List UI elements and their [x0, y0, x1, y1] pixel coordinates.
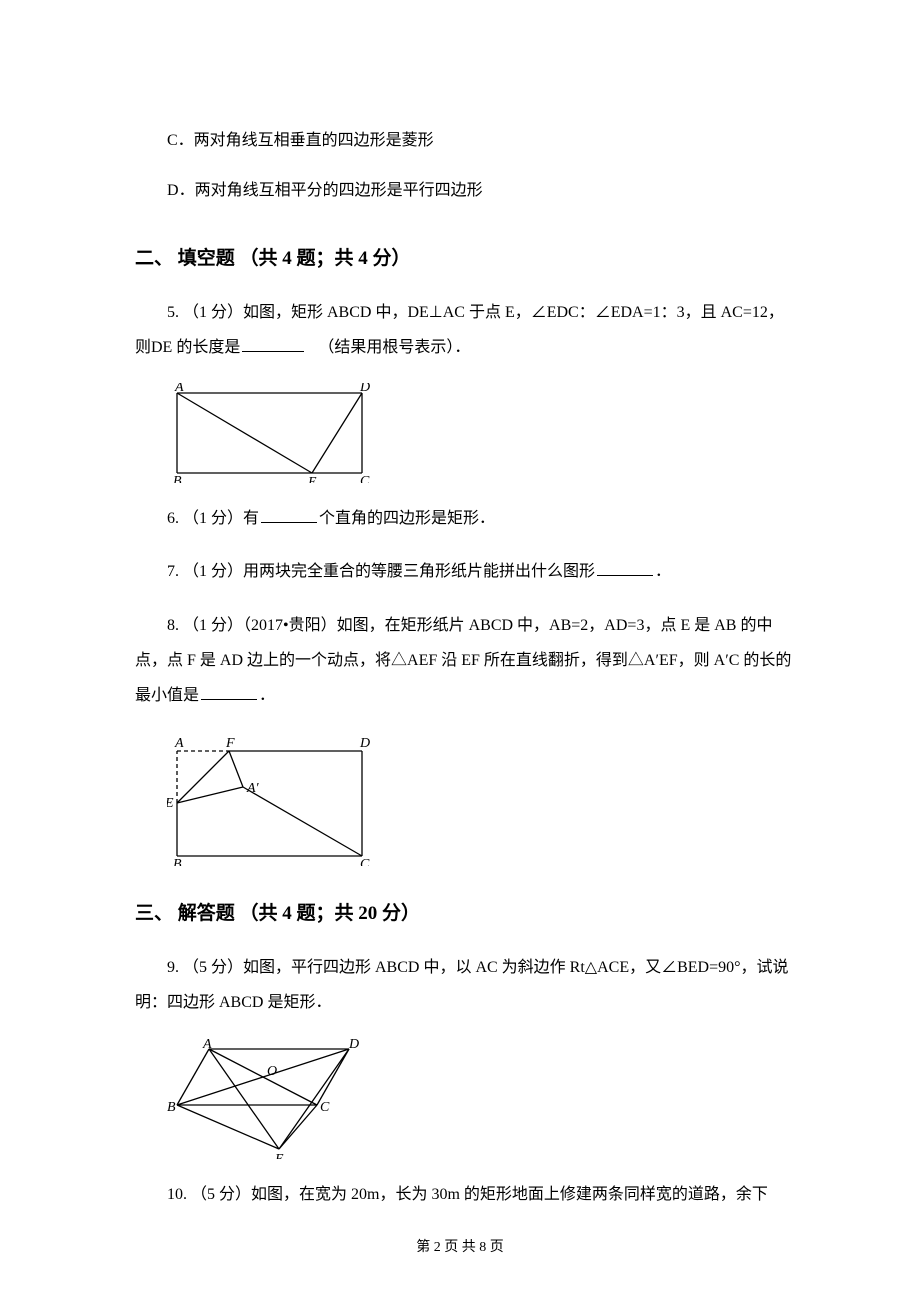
q8-blank	[201, 683, 257, 700]
svg-text:C: C	[360, 474, 370, 483]
section-2-heading: 二、 填空题 （共 4 题；共 4 分）	[135, 241, 795, 277]
q7-prefix: 7. （1 分）用两块完全重合的等腰三角形纸片能拼出什么图形	[167, 563, 595, 580]
option-c: C．两对角线互相垂直的四边形是菱形	[135, 122, 795, 160]
svg-text:B: B	[167, 1100, 176, 1115]
q10-text: 10. （5 分）如图，在宽为 20m，长为 30m 的矩形地面上修建两条同样宽…	[167, 1186, 768, 1203]
option-c-letter: C	[167, 132, 178, 149]
q5-blank	[242, 335, 304, 352]
svg-text:A: A	[174, 736, 184, 751]
q8-suffix: ．	[259, 687, 275, 704]
question-9: 9. （5 分）如图，平行四边形 ABCD 中，以 AC 为斜边作 Rt△ACE…	[135, 950, 795, 1020]
svg-text:D: D	[359, 383, 370, 395]
question-7: 7. （1 分）用两块完全重合的等腰三角形纸片能拼出什么图形 ．	[135, 554, 795, 589]
svg-text:A: A	[202, 1039, 212, 1052]
svg-text:B: B	[173, 474, 182, 483]
svg-text:C: C	[320, 1100, 330, 1115]
svg-text:O: O	[267, 1064, 277, 1079]
q6-suffix: 个直角的四边形是矩形．	[319, 510, 495, 527]
section-3-heading: 三、 解答题 （共 4 题；共 20 分）	[135, 896, 795, 932]
q7-suffix: ．	[655, 563, 671, 580]
page-footer: 第 2 页 共 8 页	[0, 1235, 920, 1262]
q6-blank	[261, 506, 317, 523]
svg-text:D: D	[359, 736, 370, 751]
question-8: 8. （1 分）（2017•贵阳）如图，在矩形纸片 ABCD 中，AB=2，AD…	[135, 608, 795, 714]
svg-text:B: B	[173, 857, 182, 866]
svg-text:A: A	[174, 383, 184, 395]
svg-text:F: F	[225, 736, 235, 751]
q6-prefix: 6. （1 分）有	[167, 510, 259, 527]
svg-text:A′: A′	[246, 781, 260, 796]
q9-text: 9. （5 分）如图，平行四边形 ABCD 中，以 AC 为斜边作 Rt△ACE…	[135, 959, 789, 1011]
question-5: 5. （1 分）如图，矩形 ABCD 中，DE⊥AC 于点 E，∠EDC：∠ED…	[135, 295, 795, 365]
question-10: 10. （5 分）如图，在宽为 20m，长为 30m 的矩形地面上修建两条同样宽…	[135, 1177, 795, 1212]
svg-text:E: E	[274, 1152, 284, 1159]
q5-figure: A D B C E	[167, 383, 795, 483]
svg-text:C: C	[360, 857, 370, 866]
svg-text:E: E	[167, 796, 174, 811]
q5-suffix: （结果用根号表示）．	[314, 339, 470, 356]
option-d-letter: D	[167, 182, 179, 199]
q9-figure: A D B C O E	[167, 1039, 795, 1159]
option-c-text: ．两对角线互相垂直的四边形是菱形	[178, 132, 434, 149]
q8-figure: A F D E A′ B C	[167, 731, 795, 866]
q7-blank	[597, 559, 653, 576]
svg-text:E: E	[307, 475, 317, 483]
option-d-text: ．两对角线互相平分的四边形是平行四边形	[179, 182, 483, 199]
svg-text:D: D	[348, 1039, 359, 1052]
option-d: D．两对角线互相平分的四边形是平行四边形	[135, 172, 795, 210]
question-6: 6. （1 分）有 个直角的四边形是矩形．	[135, 501, 795, 536]
